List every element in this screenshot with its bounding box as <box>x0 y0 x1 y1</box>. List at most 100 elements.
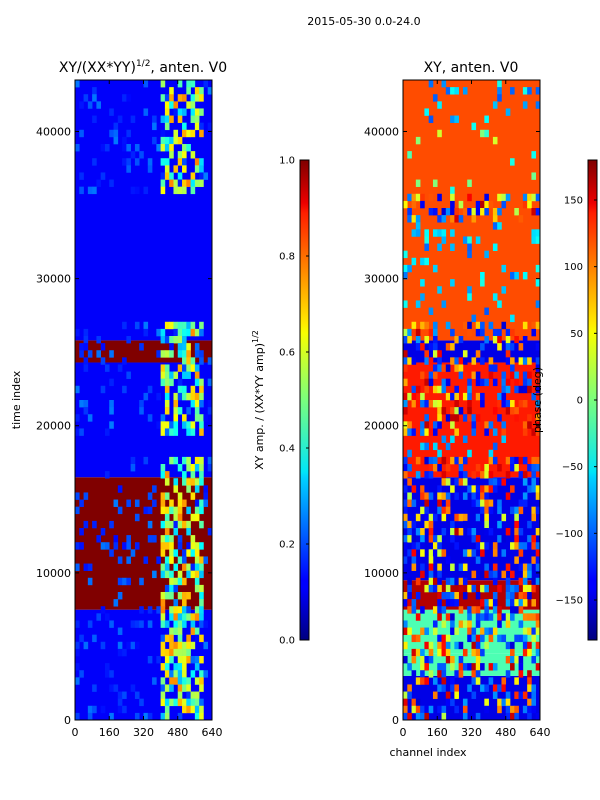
phase-texture-cell <box>467 378 472 387</box>
amplitude-texture-cell <box>177 634 183 643</box>
phase-texture-cell <box>407 520 412 529</box>
phase-texture-cell <box>514 520 519 529</box>
phase-texture-cell <box>424 321 429 330</box>
phase-texture-cell <box>480 627 485 635</box>
phase-x-ticks: 0 160 320 480 640 <box>400 80 551 739</box>
amplitude-texture-cell <box>164 698 170 707</box>
phase-texture-cell <box>522 577 528 586</box>
phase-texture-cell <box>471 535 477 543</box>
phase-texture-cell <box>471 606 477 614</box>
amplitude-texture-cell <box>177 151 183 159</box>
phase-texture-cell <box>458 371 464 379</box>
phase-y-tick-label: 10000 <box>364 567 399 580</box>
phase-texture-cell <box>454 392 459 401</box>
amplitude-texture-cell <box>194 464 200 472</box>
amplitude-texture-cell <box>169 627 174 635</box>
phase-texture-cell <box>484 613 489 621</box>
phase-texture-cell <box>437 407 442 415</box>
amplitude-texture-cell <box>143 712 149 720</box>
amplitude-texture-cell <box>173 108 179 116</box>
amplitude-texture-cell <box>83 357 89 365</box>
amplitude-texture-cell <box>126 165 131 173</box>
phase-texture-cell <box>424 257 429 266</box>
phase-texture-cell <box>471 677 477 685</box>
amplitude-texture-cell <box>122 158 127 166</box>
amplitude-texture-cell <box>122 136 127 145</box>
phase-texture-cell <box>432 94 438 102</box>
phase-texture-cell <box>492 627 498 635</box>
phase-texture-cell <box>480 392 485 401</box>
amplitude-texture-cell <box>190 464 196 472</box>
phase-texture-cell <box>467 392 472 401</box>
phase-texture-cell <box>484 115 489 123</box>
phase-texture-cell <box>488 506 494 515</box>
phase-texture-cell <box>518 400 524 408</box>
phase-texture-cell <box>415 300 421 308</box>
phase-texture-cell <box>505 599 511 607</box>
phase-texture-cell <box>441 684 447 692</box>
phase-texture-cell <box>428 307 434 315</box>
phase-texture-cell <box>403 513 408 522</box>
amplitude-texture-cell <box>199 599 204 607</box>
phase-texture-cell <box>467 400 472 408</box>
amplitude-texture-cell <box>186 428 191 436</box>
amplitude-texture-cell <box>130 456 136 465</box>
phase-texture-cell <box>458 471 464 479</box>
amplitude-texture-cell <box>109 407 114 415</box>
phase-texture-cell <box>467 549 472 557</box>
phase-texture-cell <box>454 513 459 522</box>
phase-texture-cell <box>527 584 532 593</box>
phase-texture-cell <box>424 520 429 529</box>
amplitude-texture-cell <box>130 684 136 692</box>
amplitude-texture-cell <box>92 186 97 195</box>
amplitude-texture-cell <box>173 456 179 465</box>
amplitude-texture-cell <box>83 343 89 351</box>
phase-texture-cell <box>415 613 421 621</box>
phase-texture-cell <box>475 535 481 543</box>
phase-texture-cell <box>411 599 417 607</box>
phase-texture-cell <box>407 428 412 436</box>
phase-texture-cell <box>441 634 447 643</box>
amplitude-texture-cell <box>117 705 123 714</box>
amplitude-texture-cell <box>177 570 183 579</box>
phase-panel-title: XY, anten. V0 <box>424 60 519 76</box>
amplitude-texture-cell <box>173 698 179 707</box>
phase-texture-cell <box>420 712 425 720</box>
phase-texture-cell <box>407 357 412 365</box>
phase-texture-cell <box>518 456 524 465</box>
amplitude-texture-cell <box>194 698 200 707</box>
phase-texture-cell <box>462 492 468 500</box>
amplitude-texture-cell <box>160 634 166 643</box>
phase-colorbar-tick-label: −50 <box>562 462 583 473</box>
amplitude-y-tick-label: 10000 <box>36 567 71 580</box>
phase-texture-cell <box>450 627 455 635</box>
phase-texture-cell <box>458 528 464 536</box>
amplitude-texture-cell <box>182 684 187 692</box>
phase-texture-cell <box>518 499 524 507</box>
amplitude-texture-cell <box>177 506 183 515</box>
amplitude-texture-cell <box>182 648 187 657</box>
phase-texture-cell <box>450 392 455 401</box>
amplitude-texture-cell <box>160 80 166 88</box>
phase-texture-cell <box>505 407 511 415</box>
amplitude-texture-cell <box>156 328 161 337</box>
amplitude-texture-cell <box>186 613 191 621</box>
amplitude-texture-cell <box>182 186 187 195</box>
amplitude-texture-cell <box>169 520 174 529</box>
phase-texture-cell <box>535 613 540 621</box>
phase-texture-cell <box>527 648 532 657</box>
phase-texture-cell <box>432 627 438 635</box>
phase-texture-cell <box>437 542 442 550</box>
phase-texture-cell <box>458 577 464 586</box>
amplitude-texture-cell <box>109 549 114 557</box>
amplitude-texture-cell <box>177 464 183 472</box>
amplitude-texture-cell <box>83 400 89 408</box>
amplitude-texture-cell <box>190 151 196 159</box>
amplitude-texture-cell <box>177 698 183 707</box>
amplitude-texture-cell <box>182 421 187 429</box>
phase-texture-cell <box>522 542 528 550</box>
phase-texture-cell <box>454 599 459 607</box>
phase-texture-cell <box>415 136 421 145</box>
phase-texture-cell <box>467 321 472 330</box>
amplitude-texture-cell <box>182 670 187 678</box>
